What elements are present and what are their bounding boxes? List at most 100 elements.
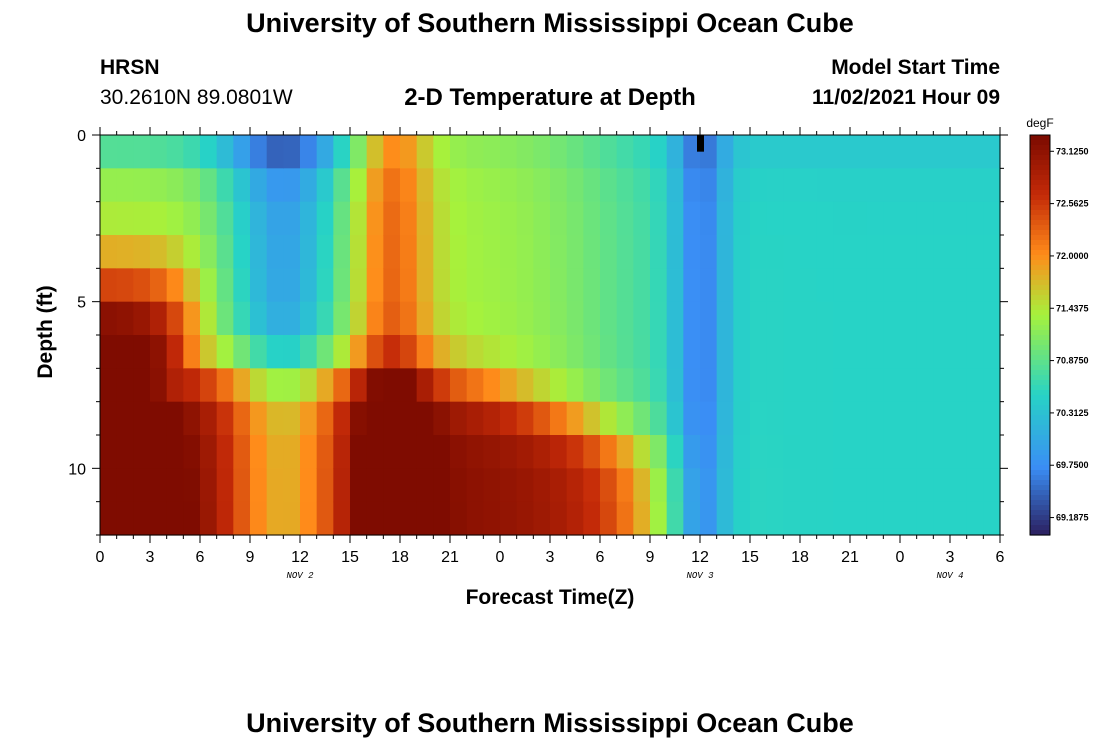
heatmap-cell	[166, 201, 184, 236]
colorbar-segment	[1030, 155, 1050, 161]
heatmap-cell	[133, 135, 151, 169]
heatmap-cell	[616, 468, 634, 503]
heatmap-cell	[800, 501, 818, 536]
x-tick-label: 0	[96, 549, 105, 566]
heatmap-cell	[866, 435, 884, 469]
heatmap-cell	[166, 168, 184, 203]
colorbar-segment	[1030, 165, 1050, 171]
heatmap-cell	[300, 168, 318, 203]
heatmap-cell	[683, 335, 701, 369]
heatmap-cell	[650, 401, 668, 436]
heatmap-cell	[400, 435, 418, 469]
x-tick-label: 3	[546, 549, 555, 566]
heatmap-cell	[133, 235, 151, 269]
heatmap-cell	[283, 268, 301, 303]
heatmap-cell	[433, 268, 451, 303]
heatmap-cell	[950, 468, 968, 503]
colorbar-segment	[1030, 230, 1050, 236]
heatmap-cell	[366, 401, 384, 436]
heatmap-cell	[316, 201, 334, 236]
heatmap-cell	[883, 301, 901, 336]
heatmap-cell	[500, 235, 518, 269]
heatmap-cell	[533, 435, 551, 469]
heatmap-cell	[583, 301, 601, 336]
heatmap-cell	[566, 501, 584, 536]
heatmap-cell	[900, 435, 918, 469]
heatmap-cell	[333, 435, 351, 469]
heatmap-cell	[650, 301, 668, 336]
heatmap-cell	[900, 201, 918, 236]
x-tick-label: 18	[791, 549, 809, 566]
x-tick-label: 15	[341, 549, 359, 566]
heatmap-cell	[633, 468, 651, 503]
heatmap-cell	[350, 435, 368, 469]
heatmap-cell	[283, 168, 301, 203]
heatmap-cell	[116, 401, 134, 436]
heatmap-cell	[216, 468, 234, 503]
heatmap-cell	[683, 168, 701, 203]
heatmap-cell	[766, 335, 784, 369]
colorbar-segment	[1030, 250, 1050, 256]
colorbar-segment	[1030, 370, 1050, 376]
colorbar-segment	[1030, 325, 1050, 331]
heatmap-cell	[600, 201, 618, 236]
heatmap-cell	[916, 168, 934, 203]
heatmap-cell	[816, 368, 834, 403]
heatmap-cell	[900, 335, 918, 369]
heatmap-cell	[866, 268, 884, 303]
heatmap-cell	[466, 401, 484, 436]
heatmap-cell	[850, 468, 868, 503]
heatmap-cell	[883, 201, 901, 236]
heatmap-cell	[233, 401, 251, 436]
colorbar-segment	[1030, 240, 1050, 246]
heatmap-cell	[333, 235, 351, 269]
heatmap-cell	[800, 335, 818, 369]
heatmap-cell	[800, 168, 818, 203]
x-tick-label: 15	[741, 549, 759, 566]
heatmap-cell	[166, 301, 184, 336]
heatmap-cell	[666, 335, 684, 369]
heatmap-cell	[683, 435, 701, 469]
heatmap-cell	[216, 435, 234, 469]
heatmap-cell	[100, 435, 118, 469]
heatmap-cell	[833, 368, 851, 403]
heatmap-cell	[500, 401, 518, 436]
heatmap-cell	[216, 501, 234, 536]
heatmap-cell	[150, 235, 168, 269]
heatmap-cell	[166, 435, 184, 469]
colorbar-segment	[1030, 160, 1050, 166]
heatmap-cell	[383, 135, 401, 169]
heatmap-cell	[950, 201, 968, 236]
y-tick-label: 5	[77, 295, 86, 312]
chart-subtitle: 2-D Temperature at Depth	[404, 84, 696, 111]
heatmap-cell	[283, 335, 301, 369]
heatmap-cell	[500, 301, 518, 336]
colorbar-unit: degF	[1026, 116, 1053, 130]
heatmap-cell	[266, 435, 284, 469]
heatmap-cell	[983, 435, 1001, 469]
heatmap-cell	[766, 201, 784, 236]
heatmap-cell	[350, 235, 368, 269]
heatmap-cell	[416, 335, 434, 369]
heatmap-cell	[233, 301, 251, 336]
heatmap-cell	[683, 268, 701, 303]
station-name: HRSN	[100, 56, 160, 79]
colorbar-segment	[1030, 390, 1050, 396]
x-tick-label: 21	[441, 549, 459, 566]
heatmap-cell	[833, 268, 851, 303]
heatmap-cell	[783, 268, 801, 303]
heatmap-cell	[166, 501, 184, 536]
colorbar-segment	[1030, 170, 1050, 176]
heatmap-cell	[483, 201, 501, 236]
heatmap-cell	[566, 468, 584, 503]
heatmap-cell	[583, 468, 601, 503]
heatmap-cell	[700, 268, 718, 303]
heatmap-cell	[800, 435, 818, 469]
heatmap-cell	[150, 501, 168, 536]
heatmap-cell	[916, 201, 934, 236]
heatmap-cell	[583, 235, 601, 269]
heatmap-cell	[116, 501, 134, 536]
heatmap-cell	[966, 401, 984, 436]
heatmap-cell	[283, 135, 301, 169]
heatmap-cell	[733, 135, 751, 169]
